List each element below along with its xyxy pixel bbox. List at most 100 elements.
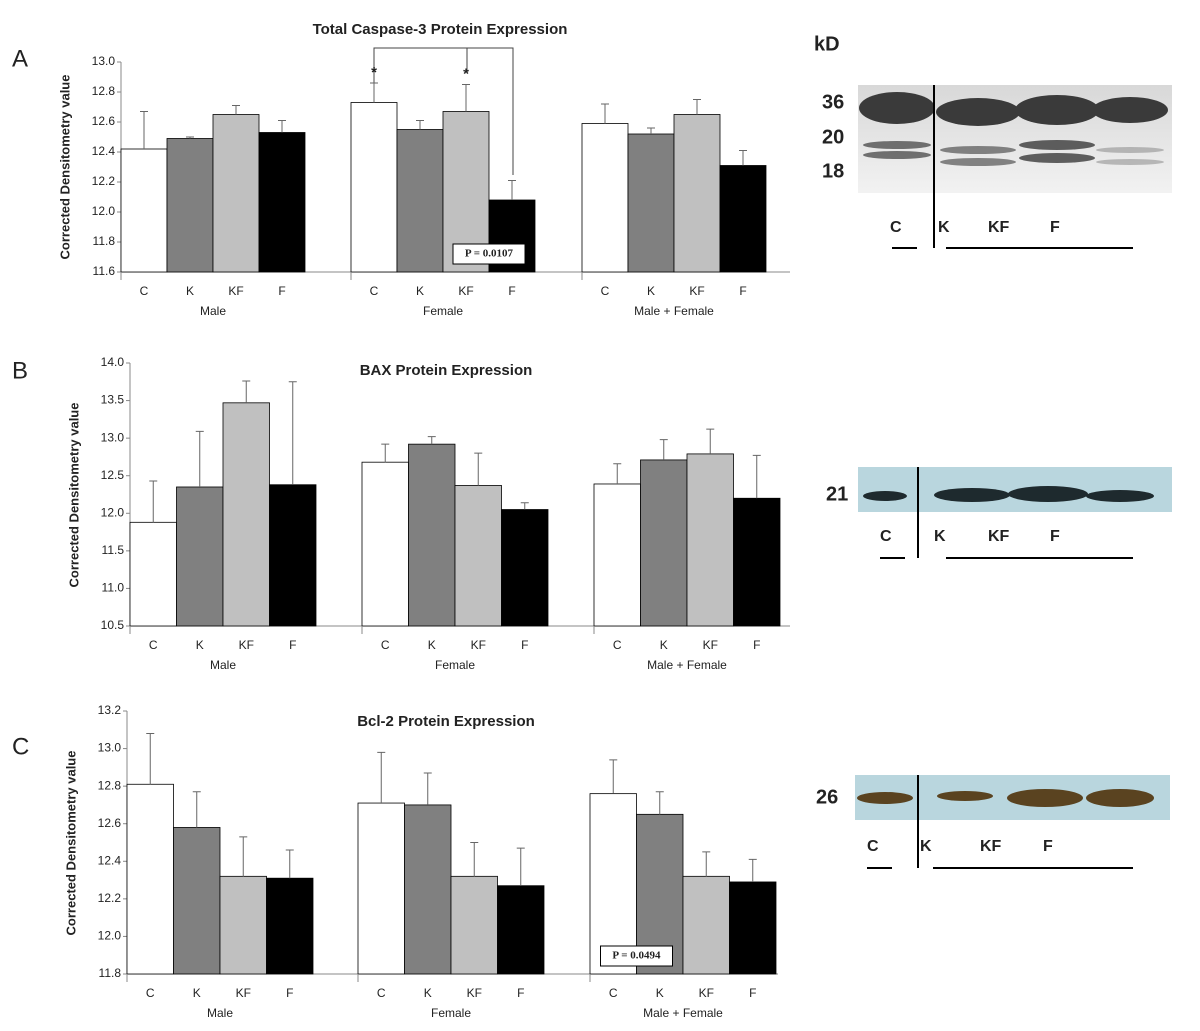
x-tick-label: C xyxy=(370,284,379,298)
bar xyxy=(350,102,398,273)
blot-marker: 26 xyxy=(816,786,838,808)
error-bar xyxy=(702,851,711,877)
error-bar xyxy=(508,180,516,200)
bar xyxy=(176,486,224,627)
x-tick-label: C xyxy=(140,284,149,298)
blot-lane: C xyxy=(867,838,879,855)
x-tick-label: K xyxy=(428,638,436,652)
x-tick-label: C xyxy=(146,986,155,1000)
blot-lane: KF xyxy=(988,528,1010,545)
x-tick-label: KF xyxy=(471,638,486,652)
x-tick-label: F xyxy=(521,638,528,652)
y-tick-label: 12.5 xyxy=(101,468,125,482)
x-tick-label: C xyxy=(613,638,622,652)
error-bar xyxy=(752,454,761,499)
bar xyxy=(222,402,270,627)
significance-mark: * xyxy=(463,65,469,82)
bar xyxy=(729,881,777,975)
error-bar xyxy=(192,791,201,828)
x-tick-label: F xyxy=(286,986,293,1000)
error-bar xyxy=(416,120,424,130)
error-bar xyxy=(232,105,240,115)
blot-lane: C xyxy=(890,219,902,236)
error-bar xyxy=(706,428,715,454)
x-tick-label: F xyxy=(289,638,296,652)
bar xyxy=(581,123,629,273)
chart-title: Bcl-2 Protein Expression xyxy=(357,713,535,730)
error-bar xyxy=(242,380,251,403)
x-tick-label: KF xyxy=(236,986,251,1000)
error-bar xyxy=(470,842,479,877)
bar xyxy=(269,484,317,627)
x-tick-label: C xyxy=(381,638,390,652)
x-tick-label: K xyxy=(193,986,201,1000)
y-tick-label: 13.0 xyxy=(101,430,125,444)
error-bar xyxy=(609,759,618,794)
bar xyxy=(258,132,306,273)
blot-marker: 20 xyxy=(822,126,844,148)
x-tick-label: C xyxy=(601,284,610,298)
y-tick-label: 12.8 xyxy=(98,778,122,792)
y-tick-label: 12.2 xyxy=(98,891,122,905)
x-tick-label: KF xyxy=(703,638,718,652)
bar xyxy=(673,114,721,273)
x-tick-label: C xyxy=(149,638,158,652)
error-bar xyxy=(381,443,390,463)
blot-bands xyxy=(857,789,1154,807)
error-bar xyxy=(239,836,248,877)
bar xyxy=(408,443,456,627)
error-bar xyxy=(377,751,386,804)
error-bar xyxy=(423,772,432,805)
error-bar xyxy=(285,849,294,879)
x-tick-label: KF xyxy=(228,284,243,298)
bar xyxy=(686,453,734,627)
blot-marker: 36 xyxy=(822,91,844,113)
x-tick-label: F xyxy=(517,986,524,1000)
error-bar xyxy=(370,82,378,103)
panel-label: B xyxy=(12,357,28,384)
group-label: Female xyxy=(423,304,463,318)
error-bar xyxy=(601,103,609,124)
bar xyxy=(266,877,314,975)
x-tick-label: C xyxy=(609,986,618,1000)
bar xyxy=(733,497,781,627)
y-axis-label: Corrected Densitometry value xyxy=(57,75,72,260)
group-label: Male + Female xyxy=(643,1006,723,1020)
y-tick-label: 13.5 xyxy=(101,393,125,407)
x-tick-label: F xyxy=(508,284,515,298)
panel-label: C xyxy=(12,733,29,760)
error-bar xyxy=(748,858,757,882)
blot-lane: F xyxy=(1050,528,1060,545)
group-label: Female xyxy=(431,1006,471,1020)
bar xyxy=(357,802,405,975)
error-bar xyxy=(149,480,158,523)
x-tick-label: K xyxy=(196,638,204,652)
bar xyxy=(219,875,267,975)
bar xyxy=(640,459,688,627)
x-tick-label: KF xyxy=(458,284,473,298)
error-bar xyxy=(462,84,470,112)
error-bar xyxy=(693,99,701,115)
group-label: Male + Female xyxy=(634,304,714,318)
y-tick-label: 13.2 xyxy=(98,703,122,717)
chart-title: Total Caspase-3 Protein Expression xyxy=(313,21,568,38)
p-value: P = 0.0107 xyxy=(465,248,514,260)
error-bar xyxy=(288,381,297,485)
p-value-box xyxy=(600,945,673,967)
x-tick-label: K xyxy=(660,638,668,652)
error-bar xyxy=(516,847,525,886)
x-tick-label: K xyxy=(424,986,432,1000)
error-bar xyxy=(146,733,155,785)
x-tick-label: K xyxy=(656,986,664,1000)
x-tick-label: F xyxy=(278,284,285,298)
p-value-box xyxy=(452,243,526,265)
blot-lane: KF xyxy=(980,838,1002,855)
y-tick-label: 12.4 xyxy=(98,853,122,867)
y-tick-label: 12.8 xyxy=(92,84,116,98)
error-bar xyxy=(739,150,747,166)
blot-marker: 21 xyxy=(826,483,848,505)
bar xyxy=(593,483,641,627)
error-bar xyxy=(474,452,483,486)
y-tick-label: 10.5 xyxy=(101,618,125,632)
